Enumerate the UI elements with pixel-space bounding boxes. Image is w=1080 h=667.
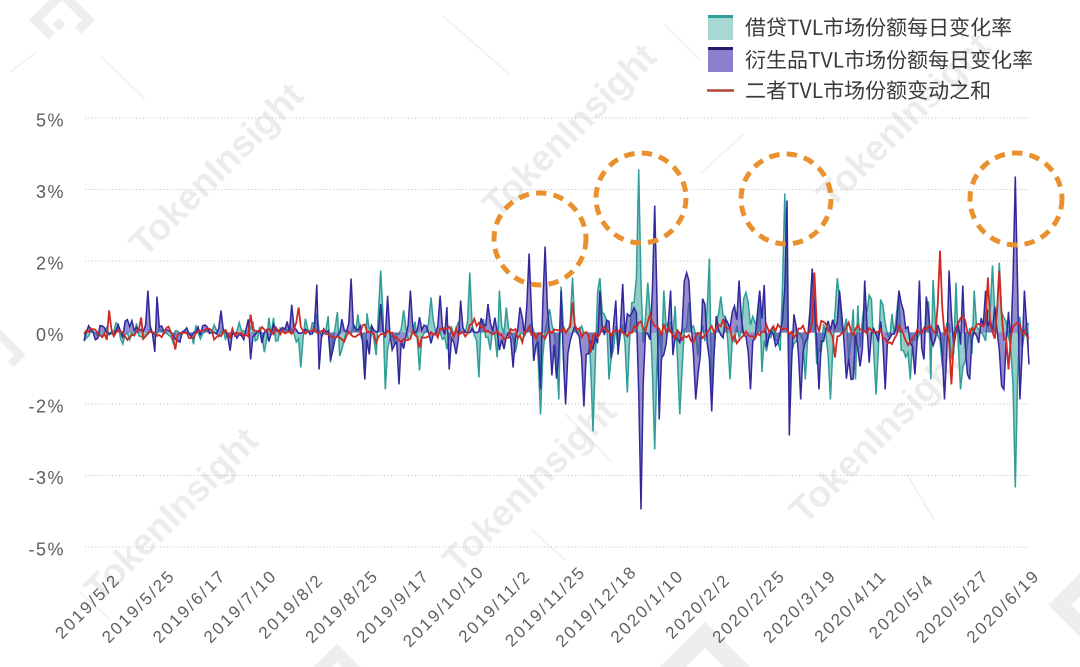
svg-text:-5%: -5% [28,540,65,560]
svg-text:5%: 5% [36,111,65,131]
svg-text:3%: 3% [36,182,65,202]
svg-text:-3%: -3% [28,468,65,488]
svg-text:-2%: -2% [28,397,65,417]
svg-text:2%: 2% [36,254,65,274]
svg-text:0%: 0% [36,325,65,345]
